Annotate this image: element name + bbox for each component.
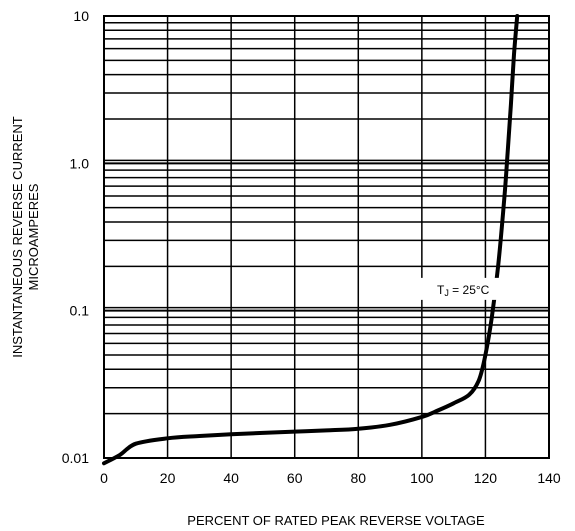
annotation-group: TJ = 25°C bbox=[411, 277, 516, 300]
x-tick-label: 40 bbox=[223, 470, 239, 486]
series-line bbox=[102, 14, 520, 466]
x-tick-label: 0 bbox=[100, 470, 108, 486]
x-tick-label: 80 bbox=[350, 470, 366, 486]
annotation-text: TJ = 25°C bbox=[437, 283, 490, 298]
vertical-gridlines bbox=[166, 16, 487, 458]
y-axis-tick-labels: 0.01 0.1 1.0 10 bbox=[62, 8, 89, 466]
y-axis-label: MICROAMPERES bbox=[26, 183, 41, 290]
series-group bbox=[102, 14, 520, 466]
y-axis-label: INSTANTANEOUS REVERSE CURRENT bbox=[10, 116, 25, 358]
annotation-background bbox=[411, 277, 516, 300]
x-tick-label: 120 bbox=[474, 470, 498, 486]
x-tick-label: 140 bbox=[537, 470, 561, 486]
y-tick-label: 1.0 bbox=[70, 155, 90, 171]
x-tick-label: 100 bbox=[410, 470, 434, 486]
x-tick-label: 60 bbox=[287, 470, 303, 486]
plot-area-border bbox=[103, 15, 550, 459]
x-tick-label: 20 bbox=[160, 470, 176, 486]
horizontal-gridlines bbox=[104, 21, 549, 415]
x-axis-label: PERCENT OF RATED PEAK REVERSE VOLTAGE bbox=[187, 513, 485, 528]
y-tick-label: 0.1 bbox=[70, 303, 90, 319]
y-tick-label: 10 bbox=[73, 8, 89, 24]
axis-labels-group: PERCENT OF RATED PEAK REVERSE VOLTAGE INS… bbox=[10, 116, 485, 528]
x-axis-tick-labels: 0 20 40 60 80 100 120 140 bbox=[100, 470, 561, 486]
y-tick-label: 0.01 bbox=[62, 450, 89, 466]
